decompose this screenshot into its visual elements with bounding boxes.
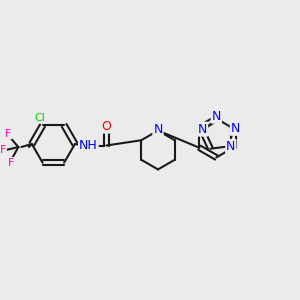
Text: N: N: [226, 140, 236, 153]
Text: N: N: [231, 122, 240, 135]
Text: O: O: [101, 120, 111, 133]
Text: N: N: [212, 110, 221, 123]
Text: F: F: [8, 158, 14, 168]
Text: Cl: Cl: [34, 113, 45, 123]
Text: NH: NH: [79, 139, 98, 152]
Text: N: N: [153, 123, 163, 136]
Text: F: F: [0, 145, 6, 155]
Text: N: N: [198, 123, 207, 136]
Text: F: F: [5, 129, 11, 139]
